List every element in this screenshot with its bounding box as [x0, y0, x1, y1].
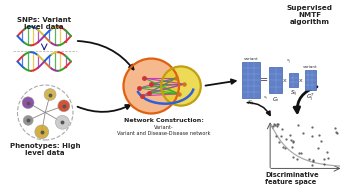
FancyBboxPatch shape [269, 67, 282, 93]
Text: variant: variant [303, 65, 318, 69]
Circle shape [23, 115, 33, 125]
Circle shape [161, 66, 201, 106]
FancyBboxPatch shape [242, 63, 260, 98]
Text: Variant-
Variant and Disease-Disease network: Variant- Variant and Disease-Disease net… [117, 125, 211, 136]
Text: Supervised
NMTF
algorithm: Supervised NMTF algorithm [287, 5, 333, 25]
Text: Phenotypes: High
level data: Phenotypes: High level data [10, 143, 80, 156]
Circle shape [44, 89, 56, 100]
Circle shape [35, 125, 49, 139]
FancyBboxPatch shape [289, 73, 298, 87]
Circle shape [55, 115, 69, 129]
Text: Network Construction:: Network Construction: [124, 118, 204, 123]
Text: x: x [283, 78, 287, 83]
Text: SNPs: Variant
level data: SNPs: Variant level data [17, 17, 71, 30]
Text: $G_i$: $G_i$ [272, 95, 279, 104]
Circle shape [58, 100, 70, 112]
Circle shape [123, 59, 179, 114]
Text: $s_i$: $s_i$ [263, 94, 268, 102]
Text: x: x [299, 78, 303, 83]
Circle shape [22, 97, 34, 109]
Text: $s_j$: $s_j$ [286, 57, 291, 66]
Text: $G_j^T$: $G_j^T$ [306, 91, 315, 104]
Text: Discriminative
feature space: Discriminative feature space [265, 172, 319, 185]
FancyBboxPatch shape [305, 70, 316, 90]
Text: variant: variant [244, 57, 258, 61]
Text: $S_{ij}$: $S_{ij}$ [290, 88, 297, 99]
Text: $K_{ij}$: $K_{ij}$ [247, 99, 255, 109]
Text: =: = [260, 75, 268, 85]
